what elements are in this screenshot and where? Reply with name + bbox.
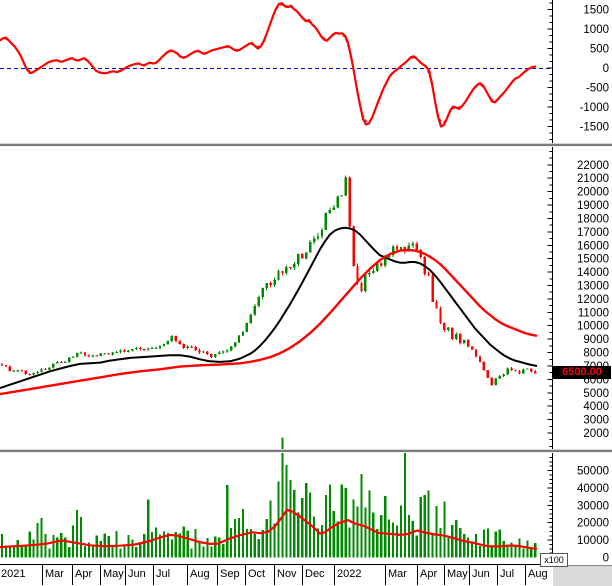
x-axis-label: Jun [472, 568, 490, 580]
x-axis-tick [302, 565, 303, 585]
last-price-tag: 6500.00 [553, 366, 611, 379]
oscillator-plot-area[interactable] [0, 0, 552, 143]
x-axis-tick [385, 565, 386, 585]
x-axis-tick [334, 565, 335, 585]
y-tick-label: 11000 [578, 307, 609, 319]
y-tick-label: 50000 [577, 466, 609, 478]
candles [0, 175, 537, 386]
y-tick-label: 14000 [577, 267, 609, 279]
x-axis-label: Sep [220, 568, 240, 580]
y-tick-label: 5000 [583, 388, 609, 400]
x-axis-tick [525, 565, 526, 585]
panel-splitter-bottom[interactable] [0, 449, 612, 453]
y-tick-label: 1500 [583, 4, 609, 16]
panel-splitter-top[interactable] [0, 143, 612, 147]
y-tick-label: 40000 [577, 483, 609, 495]
x-axis-label: Aug [528, 568, 548, 580]
x-axis-label: 2021 [1, 568, 26, 580]
volume-unit-label: x100 [540, 553, 568, 567]
y-tick-label: 10000 [577, 321, 609, 333]
y-tick-label: 1000 [583, 24, 609, 36]
price-panel [0, 147, 552, 449]
oscillator-line [0, 2, 537, 128]
y-tick-label: 2000 [583, 428, 609, 440]
volume-ma-line [0, 508, 538, 550]
x-axis-tick [469, 565, 470, 585]
x-axis-label: May [103, 568, 124, 580]
x-axis-label: Aug [190, 568, 210, 580]
x-axis-label: Dec [305, 568, 325, 580]
x-axis-tick [417, 565, 418, 585]
oscillator-panel [0, 0, 552, 143]
y-tick-label: 0 [603, 63, 609, 75]
price-plot-area[interactable] [0, 147, 552, 449]
y-tick-label: 22000 [577, 160, 609, 172]
volume-panel [0, 437, 552, 564]
y-tick-label: 13000 [577, 281, 609, 293]
x-axis-tick [217, 565, 218, 585]
y-tick-label: 20000 [577, 518, 609, 530]
x-axis-tick [444, 565, 445, 585]
y-tick-label: -1000 [580, 102, 609, 114]
x-axis-label: Mar [388, 568, 407, 580]
x-axis-tick [274, 565, 275, 585]
x-axis-label: Apr [75, 568, 93, 580]
x-axis-tick [100, 565, 101, 585]
y-tick-label: 3000 [583, 415, 609, 427]
x-axis-label: 2022 [337, 568, 362, 580]
y-tick-label: 30000 [577, 500, 609, 512]
y-tick-label: 18000 [577, 213, 609, 225]
y-tick-label: 8000 [583, 348, 609, 360]
x-axis-tick [497, 565, 498, 585]
x-axis-label: Jul [156, 568, 171, 580]
x-axis-label: Apr [420, 568, 438, 580]
x-axis-label: Mar [45, 568, 64, 580]
x-axis-label: May [447, 568, 468, 580]
axis-corner [553, 565, 612, 586]
y-tick-label: 0 [603, 552, 609, 564]
x-axis-tick [187, 565, 188, 585]
y-tick-label: 20000 [577, 187, 609, 199]
y-tick-label: 500 [590, 43, 609, 55]
y-tick-label: 21000 [577, 173, 609, 185]
x-axis-label: Nov [277, 568, 297, 580]
ma-slow-red-line [0, 248, 538, 396]
y-tick-label: 19000 [577, 200, 609, 212]
y-tick-label: 10000 [577, 535, 609, 547]
x-axis-tick [72, 565, 73, 585]
x-axis-label: Jun [128, 568, 146, 580]
ma-fast-black-line [0, 226, 538, 390]
x-axis-strip: 2021 Mar Apr May Jun Jul Aug Sep Oct Nov Dec 2022 Ma… [0, 565, 612, 586]
y-tick-label: -1500 [580, 122, 609, 134]
x-axis-tick [125, 565, 126, 585]
y-tick-label: 4000 [583, 401, 609, 413]
y-tick-label: -500 [586, 82, 609, 94]
x-axis-label: Jul [500, 568, 515, 580]
y-tick-label: 16000 [577, 240, 609, 252]
x-axis-tick [42, 565, 43, 585]
y-tick-label: 9000 [583, 334, 609, 346]
y-tick-label: 17000 [577, 227, 609, 239]
x-axis-label: Oct [248, 568, 266, 580]
x-axis-tick [245, 565, 246, 585]
y-tick-label: 15000 [577, 254, 609, 266]
y-tick-label: 12000 [577, 294, 609, 306]
x-axis-tick [153, 565, 154, 585]
